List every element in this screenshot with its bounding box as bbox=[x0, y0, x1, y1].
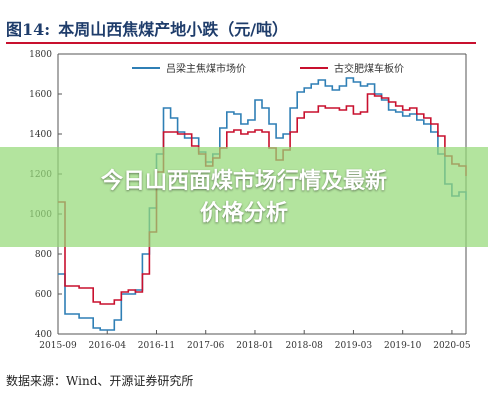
figure-title: 图14: 本周山西焦煤产地小跌（元/吨） bbox=[6, 16, 288, 40]
y-tick-label: 1800 bbox=[29, 50, 52, 60]
x-tick-label: 2020-05 bbox=[433, 341, 471, 351]
x-tick-label: 2017-06 bbox=[187, 341, 225, 351]
x-tick-label: 2016-11 bbox=[138, 341, 175, 351]
x-tick-label: 2019-03 bbox=[335, 341, 373, 351]
title-divider bbox=[6, 42, 476, 44]
banner-headline: 今日山西面煤市场行情及最新 价格分析 bbox=[30, 166, 458, 230]
data-source-note: 数据来源：Wind、开源证券研究所 bbox=[6, 374, 194, 388]
x-tick-label: 2015-09 bbox=[39, 341, 77, 351]
y-tick-label: 800 bbox=[35, 250, 52, 260]
y-tick-label: 1400 bbox=[29, 130, 52, 140]
x-tick-label: 2018-01 bbox=[236, 341, 273, 351]
x-tick-label: 2019-10 bbox=[384, 341, 422, 351]
figure-number: 图14: bbox=[6, 20, 51, 39]
banner-headline-line-1: 今日山西面煤市场行情及最新 bbox=[100, 169, 387, 194]
legend-label-1: 吕梁主焦煤市场价 bbox=[166, 62, 246, 75]
x-tick-label: 2018-08 bbox=[286, 341, 324, 351]
banner-headline-line-2: 价格分析 bbox=[199, 201, 288, 226]
y-tick-label: 1600 bbox=[29, 90, 52, 100]
legend-label-2: 古交肥煤车板价 bbox=[334, 62, 404, 75]
figure-title-text: 本周山西焦煤产地小跌（元/吨） bbox=[58, 20, 289, 39]
y-tick-label: 400 bbox=[35, 330, 52, 340]
y-tick-label: 600 bbox=[35, 290, 52, 300]
banner-overlay bbox=[0, 147, 488, 247]
x-tick-label: 2016-04 bbox=[89, 341, 127, 351]
series-line-1 bbox=[58, 77, 467, 331]
